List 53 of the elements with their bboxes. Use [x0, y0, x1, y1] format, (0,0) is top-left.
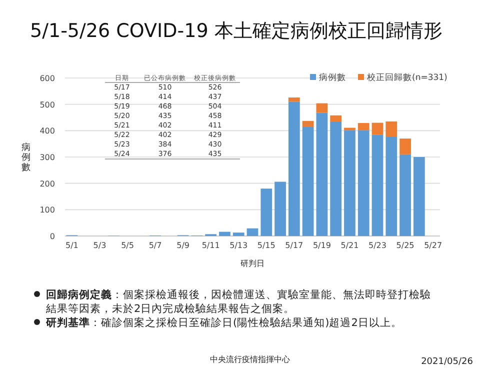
bar — [316, 103, 328, 113]
bar — [372, 122, 384, 135]
y-tick-label: 100 — [40, 206, 55, 215]
x-tick-label: 5/21 — [340, 241, 359, 250]
bar — [260, 188, 272, 236]
x-tick-label: 5/5 — [121, 241, 134, 250]
legend-label: 校正回歸數(n=331) — [366, 72, 448, 83]
bar — [302, 126, 314, 236]
bar — [219, 232, 230, 236]
legend-label: 病例數 — [319, 72, 346, 83]
y-tick-label: 400 — [40, 126, 55, 136]
bar — [232, 232, 244, 236]
bar — [386, 121, 398, 137]
x-tick-label: 5/1 — [66, 241, 78, 250]
y-tick-label: 0 — [50, 232, 55, 241]
text: 2021/05/26 — [421, 357, 474, 367]
x-tick-label: 5/11 — [202, 241, 220, 250]
text: 研判基準：確診個案之採檢日至確診日(陽性檢驗結果通知)超過2日以上。 — [45, 316, 402, 329]
bar — [288, 102, 300, 236]
x-tick-label: 5/13 — [230, 241, 248, 250]
bar — [246, 228, 258, 236]
y-tick-label: 500 — [40, 100, 55, 110]
x-tick-label: 5/15 — [257, 241, 276, 250]
x-axis-title: 研判日 — [240, 259, 264, 268]
y-axis-title: 病例數 — [22, 142, 30, 173]
x-tick-label: 5/19 — [312, 241, 331, 250]
x-tick-label: 5/25 — [396, 241, 414, 250]
y-tick-label: 600 — [40, 74, 55, 83]
x-tick-label: 5/9 — [176, 241, 190, 250]
bar — [316, 112, 328, 236]
y-tick-label: 200 — [40, 179, 55, 188]
bar — [330, 115, 342, 122]
bar — [358, 130, 370, 236]
bar — [372, 134, 384, 236]
bar — [358, 123, 370, 130]
bar — [288, 97, 300, 102]
bar — [400, 138, 411, 154]
chart-title: 5/1-5/26 COVID-19 本土確定病例校正回歸情形 — [30, 20, 442, 42]
bar — [413, 157, 425, 236]
x-tick-label: 5/17 — [285, 241, 304, 250]
bar — [302, 120, 314, 127]
bar — [330, 121, 342, 236]
text: 回歸病例定義：個案採檢通報後，因檢體運送、實驗室量能、無法即時登打檢驗結果等因素，未於2日內完成檢驗結果報告之個案。 — [45, 288, 431, 315]
text: 中央流行疫情指揮中心 — [210, 355, 290, 364]
bar — [274, 182, 286, 236]
bar — [400, 154, 411, 236]
bar — [344, 130, 356, 236]
x-tick-label: 5/3 — [93, 241, 106, 250]
x-tick-label: 5/7 — [148, 241, 162, 250]
x-tick-label: 5/23 — [368, 241, 386, 250]
y-tick-label: 300 — [40, 153, 55, 162]
x-tick-label: 5/27 — [424, 241, 442, 250]
bar — [386, 136, 398, 236]
